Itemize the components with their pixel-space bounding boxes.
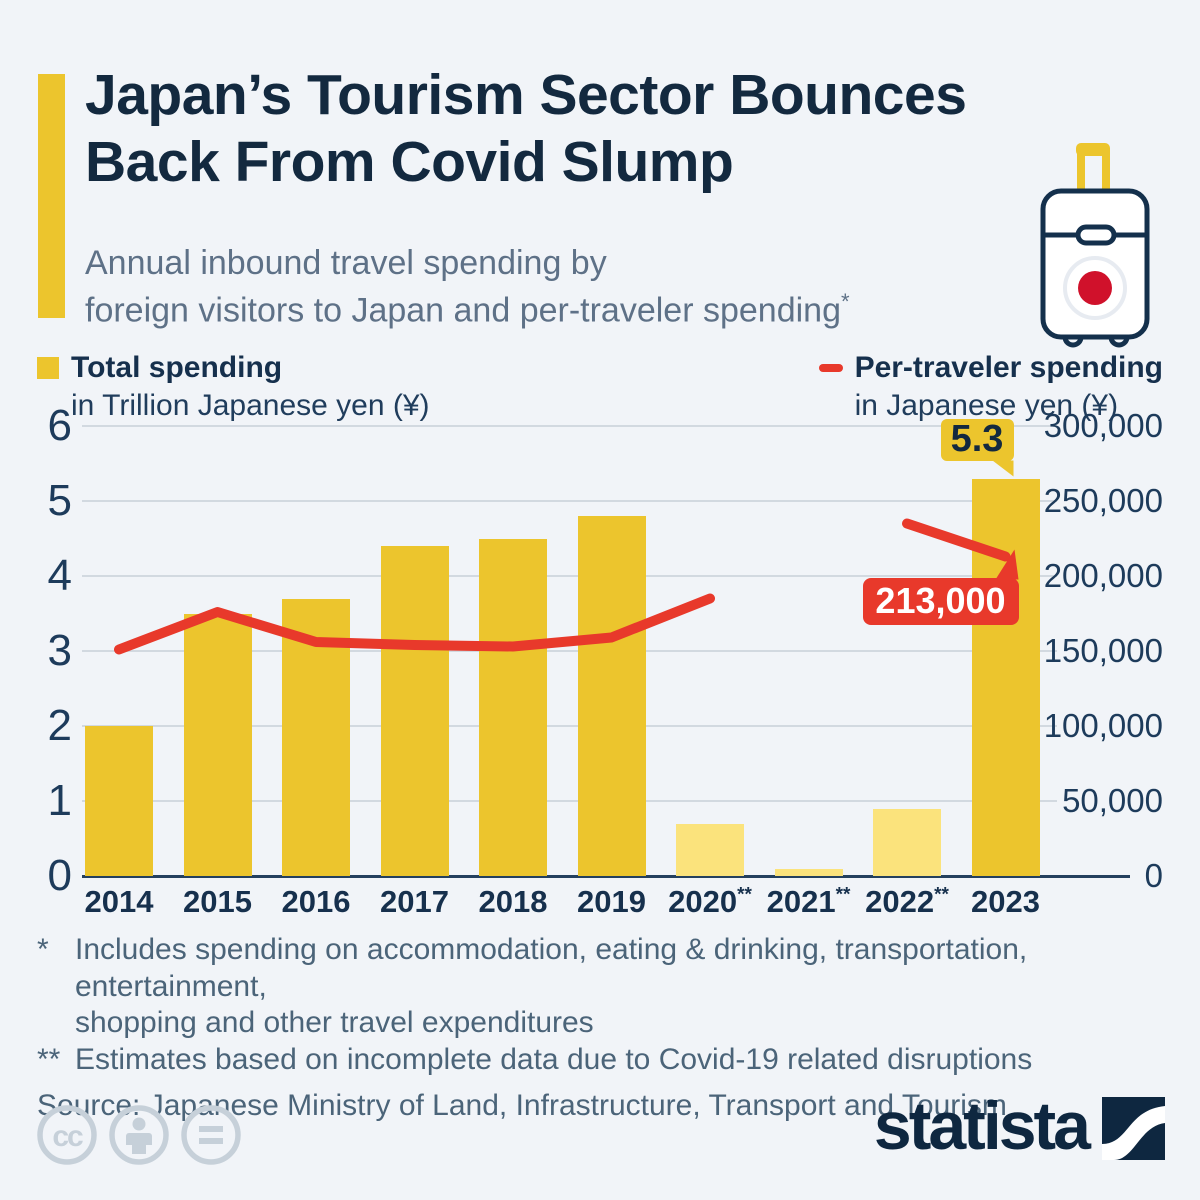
bar-2016 bbox=[282, 598, 350, 876]
y-axis-left-tick-1: 1 bbox=[47, 776, 72, 825]
gridline-4 bbox=[82, 575, 1057, 577]
footnote-double-asterisk: ** Estimates based on incomplete data du… bbox=[37, 1042, 1167, 1079]
bar-2017 bbox=[380, 546, 449, 876]
gridline-2 bbox=[82, 725, 1057, 727]
statista-wordmark: statista bbox=[873, 1088, 1091, 1164]
bar-2020 bbox=[676, 823, 744, 876]
line-value-callout: 213,000 bbox=[862, 577, 1019, 625]
title-accent-bar bbox=[38, 74, 65, 318]
legend-total-label: Total spending bbox=[71, 351, 283, 384]
page-subtitle-line1: Annual inbound travel spending by bbox=[85, 244, 607, 282]
x-axis-label-2021: 2021** bbox=[766, 884, 851, 919]
suitcase-with-japan-flag-icon bbox=[1038, 142, 1160, 362]
x-axis-label-2020: 2020** bbox=[668, 884, 752, 919]
y-axis-right-tick-250000: 250,000 bbox=[1043, 482, 1163, 519]
legend-per-traveler-spending: Per-traveler spending in Japanese yen (¥… bbox=[818, 351, 1163, 423]
page-title-line2: Back From Covid Slump bbox=[85, 129, 734, 194]
x-axis-label-2019: 2019 bbox=[577, 884, 646, 919]
x-axis-label-2022: 2022** bbox=[865, 884, 949, 919]
bar-2021 bbox=[774, 868, 843, 876]
y-axis-left-tick-0: 0 bbox=[47, 851, 72, 900]
page-subtitle-line2: foreign visitors to Japan and per-travel… bbox=[85, 288, 850, 330]
page-title-line1: Japan’s Tourism Sector Bounces bbox=[85, 63, 967, 127]
bar-2015 bbox=[183, 613, 252, 876]
bar-2014 bbox=[85, 726, 153, 876]
bar-2019 bbox=[577, 516, 646, 876]
gridline-6 bbox=[82, 425, 1057, 427]
suitcase-handle-post-right bbox=[1102, 148, 1110, 194]
gridline-1 bbox=[82, 800, 1057, 802]
bar-value-callout: 5.3 bbox=[940, 418, 1014, 461]
suitcase-latch bbox=[1075, 224, 1117, 246]
suitcase-foot-left bbox=[1062, 336, 1084, 348]
footnote-asterisk: * bbox=[841, 288, 850, 314]
attribution-person-icon bbox=[109, 1105, 169, 1165]
footnote-marker: ** bbox=[37, 1042, 61, 1076]
y-axis-right-tick-150000: 150,000 bbox=[1043, 632, 1163, 669]
x-axis-baseline bbox=[82, 874, 1130, 878]
y-axis-right-tick-200000: 200,000 bbox=[1043, 557, 1163, 594]
y-axis-left-tick-2: 2 bbox=[47, 701, 72, 750]
gridline-5 bbox=[82, 500, 1057, 502]
y-axis-right-tick-50000: 50,000 bbox=[1062, 782, 1163, 819]
legend-total-sublabel: in Trillion Japanese yen (¥) bbox=[71, 388, 430, 422]
y-axis-left-tick-5: 5 bbox=[47, 476, 72, 525]
bar-2018 bbox=[479, 538, 547, 876]
y-axis-left-tick-4: 4 bbox=[47, 551, 72, 600]
cc-icon: cc bbox=[37, 1105, 97, 1165]
x-axis-label-2018: 2018 bbox=[478, 884, 548, 919]
x-axis-label-2017: 2017 bbox=[380, 884, 449, 919]
y-axis-right-tick-100000: 100,000 bbox=[1043, 707, 1163, 744]
x-axis-label-2014: 2014 bbox=[84, 884, 154, 919]
legend-line-swatch bbox=[818, 364, 843, 372]
bar-2023 bbox=[971, 478, 1040, 876]
y-axis-right-tick-0: 0 bbox=[1144, 857, 1163, 894]
japan-flag-sun bbox=[1078, 271, 1112, 305]
page-title: Japan’s Tourism Sector Bounces Back From… bbox=[85, 62, 1095, 195]
source-line: Source: Japanese Ministry of Land, Infra… bbox=[37, 1089, 1007, 1123]
y-axis-left-tick-6: 6 bbox=[47, 401, 72, 450]
legend-total-swatch bbox=[37, 357, 59, 379]
y-axis-left-tick-3: 3 bbox=[47, 626, 72, 675]
bar-callout-tail bbox=[992, 460, 1014, 477]
statista-logo-mark bbox=[1102, 1097, 1165, 1160]
bar-2022 bbox=[873, 808, 941, 876]
suitcase-handle-post-left bbox=[1077, 148, 1085, 194]
x-axis-label-2016: 2016 bbox=[281, 884, 351, 919]
footnote-text: Estimates based on incomplete data due t… bbox=[75, 1042, 1033, 1076]
x-axis-label-2015: 2015 bbox=[183, 884, 252, 919]
footnote-marker: * bbox=[37, 933, 49, 966]
statista-logo: statista bbox=[874, 1092, 1165, 1160]
footnote-single-asterisk: * Includes spending on accommodation, ea… bbox=[37, 932, 1167, 1042]
no-derivatives-equals-icon bbox=[181, 1105, 241, 1165]
footnote-text: Includes spending on accommodation, eati… bbox=[75, 933, 1028, 1040]
footnotes: * Includes spending on accommodation, ea… bbox=[37, 932, 1167, 1125]
legend-per-traveler-sublabel: in Japanese yen (¥) bbox=[854, 388, 1119, 422]
suitcase-foot-right bbox=[1108, 336, 1130, 348]
svg-text:cc: cc bbox=[52, 1120, 83, 1153]
x-axis-label-2023: 2023 bbox=[971, 884, 1040, 919]
legend-total-spending: Total spending in Trillion Japanese yen … bbox=[37, 351, 430, 423]
creative-commons-icons: cc bbox=[35, 1102, 245, 1173]
y-axis-right-tick-300000: 300,000 bbox=[1043, 407, 1163, 444]
legend-per-traveler-label: Per-traveler spending bbox=[854, 351, 1163, 384]
page-subtitle: Annual inbound travel spending by foreig… bbox=[85, 240, 1045, 334]
